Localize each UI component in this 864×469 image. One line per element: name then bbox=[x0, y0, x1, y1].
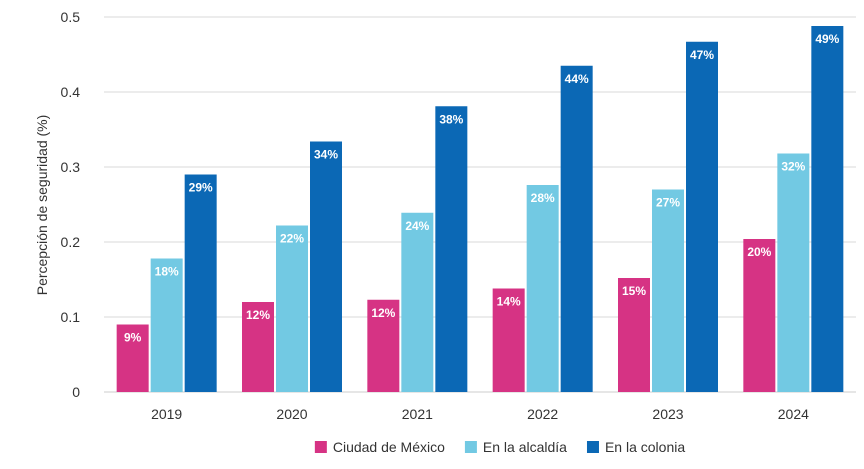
data-label: 38% bbox=[439, 112, 463, 126]
bar bbox=[492, 288, 525, 392]
bar bbox=[242, 302, 274, 392]
x-tick-label: 2020 bbox=[276, 406, 307, 422]
data-label: 47% bbox=[690, 48, 714, 62]
legend-label: En la colonia bbox=[605, 439, 685, 455]
legend-swatch bbox=[586, 441, 599, 453]
data-label: 32% bbox=[781, 160, 805, 174]
bar bbox=[811, 26, 844, 392]
y-tick-label: 0 bbox=[72, 384, 80, 400]
data-label: 18% bbox=[155, 265, 179, 279]
data-label: 12% bbox=[371, 306, 395, 320]
x-axis: 2019 2020 2021 2022 2023 2024 bbox=[151, 406, 809, 422]
legend-label: Ciudad de México bbox=[333, 439, 445, 455]
data-label: 27% bbox=[656, 196, 680, 210]
data-label: 28% bbox=[531, 191, 555, 205]
data-label: 14% bbox=[497, 295, 521, 309]
x-tick-label: 2021 bbox=[402, 406, 433, 422]
data-label: 12% bbox=[246, 308, 270, 322]
y-tick-label: 0.3 bbox=[61, 159, 81, 175]
bar bbox=[435, 106, 468, 392]
y-tick-label: 0.1 bbox=[61, 309, 81, 325]
data-label: 49% bbox=[815, 32, 839, 46]
data-label: 9% bbox=[124, 331, 142, 345]
bar bbox=[367, 299, 400, 392]
data-label: 20% bbox=[747, 245, 771, 259]
y-tick-label: 0.5 bbox=[61, 9, 81, 25]
legend-swatch bbox=[464, 441, 477, 453]
bar bbox=[743, 239, 776, 392]
bar bbox=[526, 185, 559, 392]
x-tick-label: 2022 bbox=[527, 406, 558, 422]
bar bbox=[184, 174, 217, 392]
bar bbox=[310, 141, 342, 392]
y-tick-label: 0.4 bbox=[61, 84, 81, 100]
gridlines bbox=[104, 16, 856, 393]
legend-label: En la alcaldía bbox=[483, 439, 567, 455]
data-label: 22% bbox=[280, 232, 304, 246]
bars: 9% 18% 29% 12% 22% 34% 12% 24% 38% 14% 28% 44% 15% 27… bbox=[116, 26, 844, 392]
legend: Ciudad de México En la alcaldía En la colo… bbox=[314, 439, 685, 455]
data-label: 29% bbox=[189, 181, 213, 195]
bar bbox=[618, 278, 650, 392]
data-label: 15% bbox=[622, 284, 646, 298]
y-tick-label: 0.2 bbox=[61, 234, 81, 250]
bar bbox=[150, 258, 183, 392]
bar bbox=[652, 189, 684, 392]
y-axis: 0 0.1 0.2 0.3 0.4 0.5 bbox=[61, 9, 81, 400]
legend-swatch bbox=[314, 441, 327, 453]
data-label: 34% bbox=[314, 148, 338, 162]
bar bbox=[116, 324, 149, 392]
x-tick-label: 2023 bbox=[652, 406, 683, 422]
bar bbox=[401, 212, 434, 392]
bar bbox=[686, 41, 718, 392]
data-label: 44% bbox=[565, 72, 589, 86]
bar bbox=[777, 153, 810, 392]
data-label: 24% bbox=[405, 219, 429, 233]
x-tick-label: 2024 bbox=[778, 406, 809, 422]
y-axis-label: Percepción de seguridad (%) bbox=[34, 115, 50, 296]
x-tick-label: 2019 bbox=[151, 406, 182, 422]
bar bbox=[276, 225, 308, 392]
bar bbox=[560, 65, 593, 392]
